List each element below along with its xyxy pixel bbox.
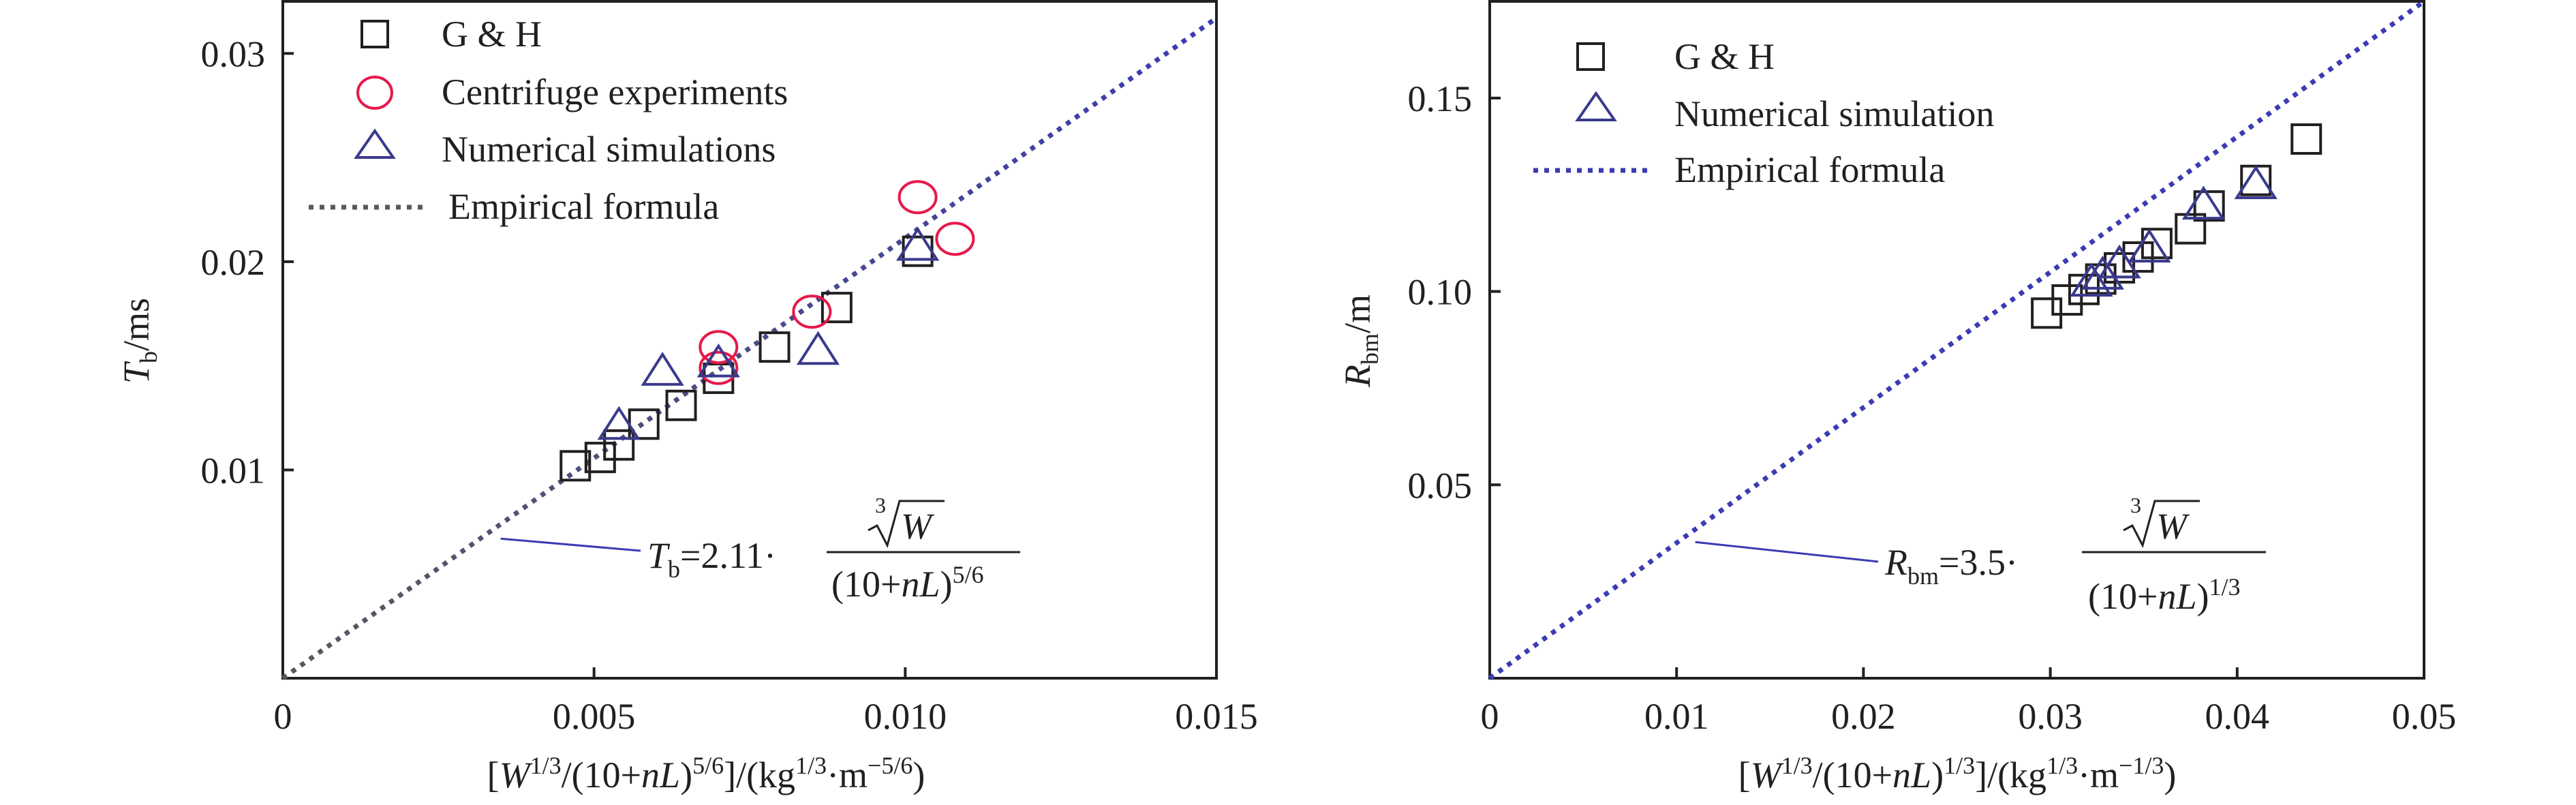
y-tick-label: 0.01: [201, 450, 266, 491]
y-tick-label: 0.05: [1408, 465, 1473, 506]
circle-marker: [898, 180, 938, 215]
legend-triangle-icon: [354, 128, 396, 159]
left-formula-pointer: [500, 537, 641, 552]
y-tick-label: 0.15: [1408, 78, 1473, 119]
square-marker: [2051, 284, 2083, 316]
empirical-formula-line: [1488, 0, 2426, 680]
left-y-axis: 0.01 0.02 0.03: [201, 33, 294, 491]
y-tick-label: 0.03: [201, 33, 266, 74]
circle-marker: [792, 294, 832, 329]
y-tick-label: 0.10: [1408, 272, 1473, 313]
left-empirical-line: [281, 16, 1218, 680]
left-legend-label: Numerical simulations: [442, 129, 776, 170]
right-formula-pointer: [1695, 541, 1879, 563]
circle-marker: [699, 330, 739, 365]
left-x-axis-title: [W1/3/(10+nL)5/6]/(kg1/3·m−5/6): [487, 752, 925, 795]
triangle-marker: [696, 343, 740, 378]
square-marker: [758, 331, 791, 363]
x-tick-label: 0: [1481, 696, 1499, 737]
legend-triangle-icon: [1575, 91, 1617, 121]
y-tick-label: 0.02: [201, 242, 266, 283]
right-plot-frame: [1488, 0, 2425, 680]
left-legend: G & H Centrifuge experiments Numerical s…: [309, 14, 788, 227]
right-legend-label: Empirical formula: [1674, 149, 1945, 190]
triangle-marker: [796, 331, 840, 365]
right-formula-annotation: Rbm=3.5· 3 W (10+nL)1/3: [1695, 493, 2266, 617]
triangle-marker: [2181, 185, 2226, 220]
right-formula-radical: [2123, 500, 2200, 549]
triangle-marker: [2070, 262, 2113, 297]
x-tick-label: 0.015: [1175, 696, 1258, 737]
left-legend-label: G & H: [442, 14, 542, 55]
x-tick-label: 0: [274, 696, 292, 737]
x-tick-label: 0.005: [553, 696, 636, 737]
legend-square-icon: [1576, 42, 1605, 71]
left-legend-label: Empirical formula: [448, 186, 719, 227]
square-marker: [665, 389, 697, 421]
left-data-marks: [559, 180, 975, 482]
left-formula-lhs: Tb=2.11·: [647, 535, 776, 583]
square-marker: [584, 442, 616, 474]
right-formula-denominator: (10+nL)1/3: [2088, 573, 2240, 617]
triangle-marker: [2234, 165, 2278, 200]
circle-marker: [935, 222, 975, 256]
square-marker: [2290, 123, 2322, 155]
square-marker: [2240, 164, 2272, 196]
square-marker: [603, 429, 635, 461]
x-tick-label: 0.01: [1644, 696, 1709, 737]
left-formula-denominator: (10+nL)5/6: [831, 561, 983, 605]
left-formula-root-index: 3: [875, 493, 886, 517]
right-x-axis: 0 0.01 0.02 0.03 0.04 0.05: [1481, 667, 2457, 737]
square-marker: [821, 292, 853, 324]
left-formula-radical: [868, 500, 945, 549]
triangle-marker: [597, 406, 641, 440]
x-tick-label: 0.04: [2205, 696, 2270, 737]
left-plot-frame: [281, 0, 1218, 680]
triangle-marker: [895, 226, 940, 261]
right-formula-numerator: W: [2156, 506, 2190, 547]
left-formula-annotation: Tb=2.11· 3 W (10+nL)5/6: [500, 493, 1020, 605]
left-legend-label: Centrifuge experiments: [442, 72, 788, 112]
right-legend-label: G & H: [1674, 36, 1775, 77]
legend-circle-icon: [356, 76, 393, 110]
left-chart-panel: 0 0.005 0.010 0.015 0.01 0.02 0.03 G & H Cent…: [116, 0, 1258, 795]
right-chart-panel: 0 0.01 0.02 0.03 0.04 0.05 0.05 0.10 0.15 G & H…: [1337, 0, 2457, 795]
right-formula-root-index: 3: [2130, 493, 2141, 517]
square-marker: [902, 235, 934, 267]
right-formula-lhs: Rbm=3.5·: [1884, 542, 2018, 590]
right-y-axis: 0.05 0.10 0.15: [1408, 78, 1501, 506]
square-marker: [2193, 190, 2225, 222]
x-tick-label: 0.05: [2392, 696, 2457, 737]
triangle-marker: [2081, 256, 2125, 290]
legend-square-icon: [361, 20, 389, 48]
right-x-axis-title: [W1/3/(10+nL)1/3]/(kg1/3·m−1/3): [1738, 752, 2177, 795]
square-marker: [559, 450, 592, 482]
left-y-axis-title: Tb/ms: [116, 298, 162, 384]
triangle-marker: [641, 352, 684, 386]
right-legend-label: Numerical simulation: [1674, 93, 1994, 134]
triangle-marker: [2128, 228, 2171, 263]
right-legend: G & H Numerical simulation Empirical for…: [1533, 36, 1994, 190]
x-tick-label: 0.02: [1831, 696, 1896, 737]
x-tick-label: 0.010: [864, 696, 947, 737]
right-data-marks: [2031, 123, 2322, 329]
square-marker: [2175, 213, 2207, 245]
circle-marker: [699, 350, 739, 385]
right-empirical-line: [1488, 0, 2426, 680]
left-x-axis: 0 0.005 0.010 0.015: [274, 667, 1258, 737]
empirical-formula-line: [281, 16, 1218, 680]
x-tick-label: 0.03: [2018, 696, 2083, 737]
right-y-axis-title: Rbm/m: [1337, 294, 1383, 388]
left-formula-numerator: W: [901, 506, 935, 547]
